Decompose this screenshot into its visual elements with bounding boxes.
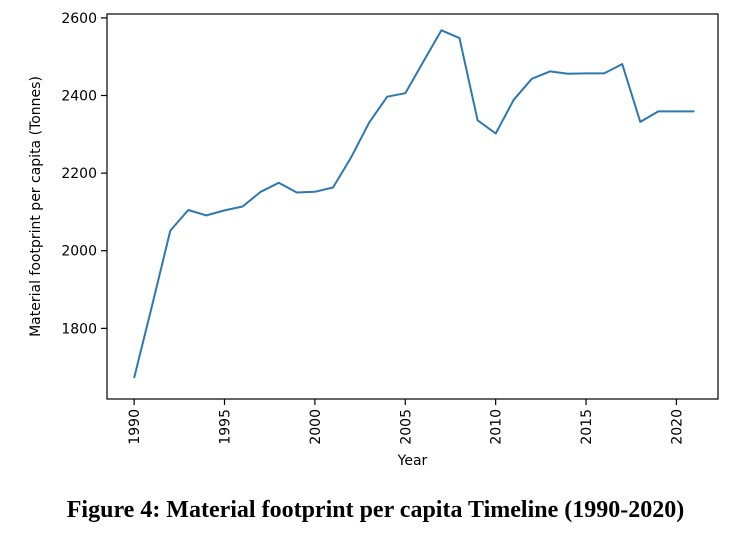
x-tick-label: 1990 (127, 409, 143, 445)
x-tick-label: 2020 (669, 409, 685, 445)
plot-area (106, 13, 719, 400)
x-tick-label: 1995 (218, 409, 234, 445)
x-axis-ticks: 1990 1995 2000 2005 2010 2015 2020 (127, 399, 685, 445)
y-tick-label: 2600 (61, 11, 97, 27)
x-tick-label: 2015 (579, 409, 595, 445)
x-tick-label: 2005 (398, 409, 414, 445)
x-axis-label: Year (397, 453, 428, 469)
y-tick-label: 1800 (61, 321, 97, 337)
series-line (133, 29, 695, 379)
line-chart: 1990 1995 2000 2005 2010 2015 2020 1800 2000 220… (28, 11, 719, 469)
y-axis-ticks: 1800 2000 2200 2400 2600 (61, 11, 107, 337)
plot-frame (106, 13, 719, 400)
y-tick-label: 2000 (61, 244, 97, 260)
figure-caption: Figure 4: Material footprint per capita … (66, 497, 685, 523)
x-tick-label: 2000 (308, 409, 324, 445)
y-axis-label: Material footprint per capita (Tonnes) (28, 76, 44, 337)
x-tick-label: 2010 (489, 409, 505, 445)
y-tick-label: 2400 (61, 89, 97, 105)
y-tick-label: 2200 (61, 166, 97, 182)
